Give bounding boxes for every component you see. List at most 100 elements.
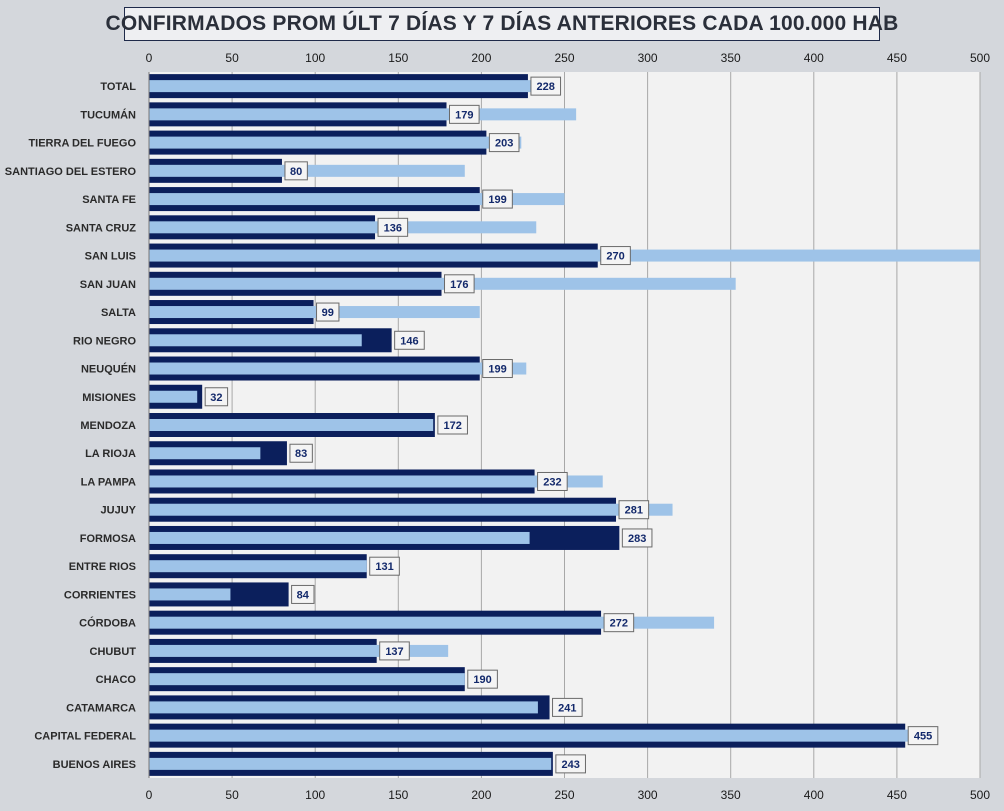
category-label: MISIONES (82, 392, 136, 404)
data-label: 99 (322, 307, 334, 319)
data-label: 80 (290, 166, 302, 178)
category-label: SALTA (101, 307, 136, 319)
data-label: 172 (443, 420, 461, 432)
x-axis-bottom: 0 50 100 150 200 250 300 350 400 450 500 (146, 788, 991, 802)
data-label-box (444, 274, 475, 294)
data-label: 203 (495, 138, 513, 150)
category-label: NEUQUÉN (81, 363, 136, 376)
bar-previous7 (149, 419, 434, 431)
data-label-box (482, 359, 513, 379)
category-label: TOTAL (100, 81, 136, 93)
data-label: 137 (385, 646, 403, 658)
data-label-box (482, 189, 513, 209)
category-label: CHACO (96, 674, 137, 686)
data-label-box (448, 104, 480, 124)
x-tick-label-top: 150 (388, 51, 408, 65)
chart-title: CONFIRMADOS PROM ÚLT 7 DÍAS Y 7 DÍAS ANT… (105, 7, 898, 41)
bar-previous7 (149, 306, 480, 319)
data-label: 272 (610, 618, 628, 630)
data-label-box (379, 641, 410, 661)
data-label: 199 (488, 364, 506, 376)
x-tick-label-bottom: 450 (887, 788, 907, 802)
category-label: SAN JUAN (80, 279, 136, 291)
data-label-box (621, 528, 653, 548)
x-tick-label-bottom: 250 (554, 788, 574, 802)
data-label: 283 (628, 533, 646, 545)
bar-previous7 (149, 334, 362, 347)
bar-previous7 (149, 136, 522, 149)
data-label: 146 (400, 335, 418, 347)
data-label-box (907, 726, 939, 746)
x-tick-label-top: 500 (970, 51, 990, 65)
data-label: 270 (606, 251, 624, 263)
data-label-box (291, 584, 315, 604)
category-label: JUJUY (101, 505, 137, 517)
category-label: CATAMARCA (66, 702, 136, 714)
x-tick-label-top: 300 (638, 51, 658, 65)
category-label: CHUBUT (90, 646, 137, 658)
bar-previous7 (149, 249, 980, 262)
bar-previous7 (149, 588, 231, 601)
category-label: RIO NEGRO (73, 335, 136, 347)
x-tick-label-top: 400 (804, 51, 824, 65)
x-tick-label-top: 0 (146, 51, 153, 65)
category-label: LA RIOJA (85, 448, 136, 460)
data-label: 243 (561, 759, 579, 771)
data-label-box (394, 330, 425, 350)
category-label: CORRIENTES (64, 589, 136, 601)
category-label: SAN LUIS (85, 251, 136, 263)
bar-previous7 (149, 475, 603, 488)
data-label-box (377, 217, 409, 237)
bar-previous7 (149, 644, 449, 657)
bar-previous7 (149, 673, 465, 686)
x-axis-top: 0 50 100 150 200 250 300 350 400 450 500 (146, 51, 991, 65)
data-label-box (369, 556, 400, 576)
bar-previous7 (149, 757, 552, 770)
category-label: CÓRDOBA (79, 617, 136, 630)
category-label: SANTA CRUZ (66, 222, 137, 234)
data-label: 179 (455, 109, 473, 121)
category-label: FORMOSA (80, 533, 136, 545)
data-label-box (555, 754, 586, 774)
data-label: 176 (450, 279, 468, 291)
category-label: MENDOZA (80, 420, 136, 432)
data-label: 241 (558, 702, 576, 714)
x-tick-label-top: 100 (305, 51, 325, 65)
data-label: 455 (914, 731, 932, 743)
data-label-box (204, 387, 229, 407)
bar-previous7 (149, 362, 527, 375)
x-tick-label-bottom: 200 (471, 788, 491, 802)
data-label: 84 (297, 589, 310, 601)
x-tick-label-bottom: 150 (388, 788, 408, 802)
data-label-box (284, 161, 308, 181)
x-tick-label-top: 200 (471, 51, 491, 65)
data-label-box (530, 76, 562, 96)
data-label: 136 (384, 222, 402, 234)
x-tick-label-bottom: 500 (970, 788, 990, 802)
data-label-box (552, 697, 583, 717)
bar-previous7 (149, 729, 911, 742)
data-labels: 228 179 203 80 199 136 270 176 99 146 199 32 172 83 23… (204, 76, 939, 774)
data-label-box (488, 133, 520, 153)
x-tick-label-top: 350 (721, 51, 741, 65)
x-tick-label-bottom: 400 (804, 788, 824, 802)
bar-previous7 (149, 80, 558, 93)
x-tick-label-bottom: 300 (638, 788, 658, 802)
data-label: 131 (375, 561, 393, 573)
data-label: 190 (473, 674, 491, 686)
x-tick-label-top: 50 (225, 51, 239, 65)
category-label: LA PAMPA (81, 476, 136, 488)
category-label: ENTRE RIOS (69, 561, 136, 573)
bar-previous7 (149, 531, 530, 544)
bar-previous7 (149, 560, 367, 573)
data-label-box (618, 500, 650, 520)
data-label: 228 (537, 81, 555, 93)
category-label: SANTA FE (82, 194, 136, 206)
x-tick-label-top: 450 (887, 51, 907, 65)
category-label: CAPITAL FEDERAL (34, 731, 136, 743)
data-label-box (467, 669, 498, 689)
bar-previous7 (149, 277, 736, 290)
data-label: 83 (295, 448, 307, 460)
category-label: BUENOS AIRES (53, 759, 136, 771)
data-label-box (289, 443, 313, 463)
